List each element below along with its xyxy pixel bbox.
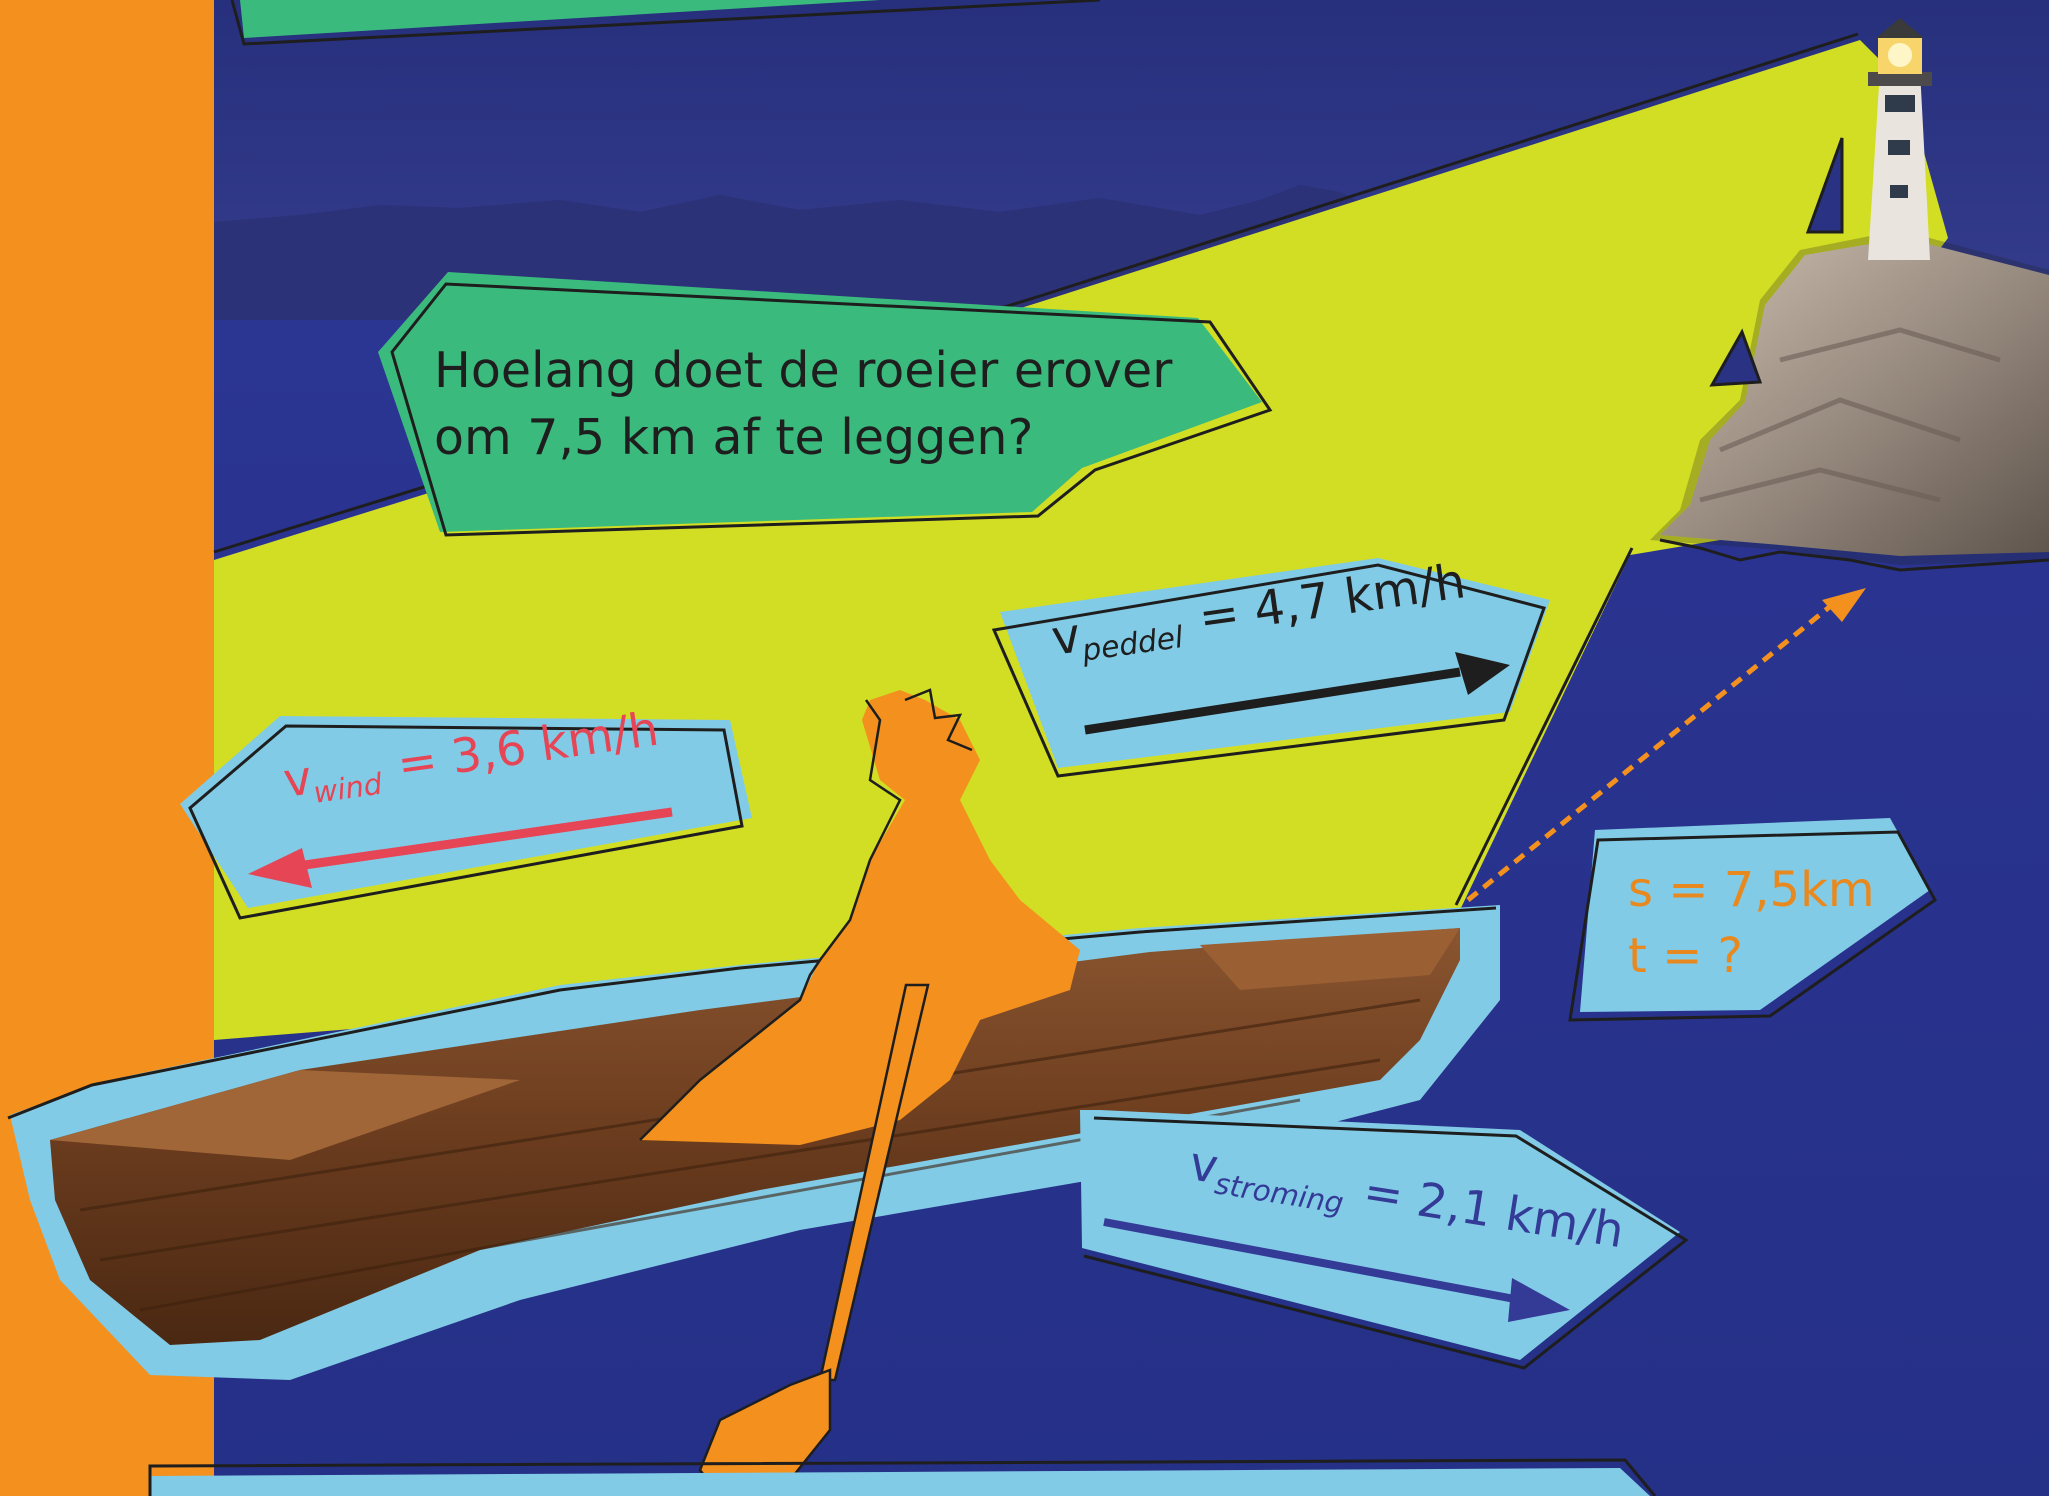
rower-silhouette-icon [639, 688, 1080, 1145]
bottom-banner [150, 1468, 1650, 1496]
given-box [1568, 818, 1937, 1022]
top-banner [240, 0, 880, 38]
given-time: t = ? [1628, 928, 1744, 984]
question-line-1: Hoelang doet de roeier erover [434, 342, 1173, 399]
stroming-box [1080, 1110, 1689, 1370]
given-distance: s = 7,5km [1628, 862, 1875, 918]
question-line-2: om 7,5 km af te leggen? [434, 408, 1034, 466]
wind-box [180, 716, 752, 920]
question-text: Hoelang doet de roeier erover om 7,5 km … [434, 338, 1194, 471]
peddel-box [991, 558, 1550, 778]
question-box [378, 272, 1273, 537]
lighthouse-icon [1650, 18, 2049, 572]
